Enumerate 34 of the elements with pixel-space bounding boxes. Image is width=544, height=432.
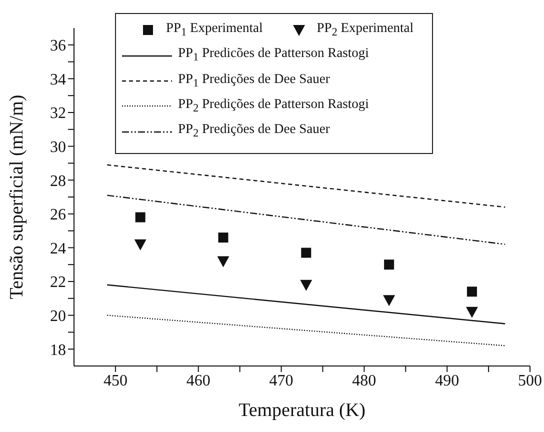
point <box>383 295 396 306</box>
x-tick-label: 490 <box>435 372 460 390</box>
point <box>135 212 146 222</box>
x-tick-label: 460 <box>186 372 210 390</box>
y-tick-label: 22 <box>50 274 66 292</box>
x-tick-label: 480 <box>352 372 376 390</box>
y-axis-title: Tensão superficial (mN/m) <box>6 94 28 300</box>
y-tick-label: 32 <box>50 105 66 122</box>
legend-label: PP$_{1}$ Predições de Dee Sauer <box>178 70 330 92</box>
point <box>301 248 312 258</box>
x-tick-label: 450 <box>103 372 128 390</box>
point <box>384 260 394 270</box>
y-tick-label: 30 <box>50 138 66 156</box>
y-tick-label: 34 <box>50 71 66 88</box>
y-tick-label: 28 <box>50 172 66 190</box>
legend-label: PP$_{2}$ Predições de Patterson Rastogi <box>178 95 369 117</box>
x-tick-label: 470 <box>269 372 294 390</box>
legend-label: PP$_{2}$ Predições de Dee Sauer <box>178 120 330 142</box>
point <box>466 286 477 297</box>
y-tick-label: 18 <box>50 342 66 359</box>
point <box>466 306 478 318</box>
y-tick-label: 36 <box>50 38 66 55</box>
point <box>300 280 312 291</box>
x-tick-label: 500 <box>518 372 542 390</box>
legend-label: PP$_{1}$ Predicões de Patterson Rastogi <box>178 44 369 66</box>
point <box>218 232 228 243</box>
x-axis-title: Temperatura (K) <box>238 400 366 421</box>
point <box>217 256 230 268</box>
legend-label: PP$_{2}$ Experimental <box>316 19 414 41</box>
point <box>134 239 146 250</box>
y-tick-label: 24 <box>50 240 66 258</box>
legend-label: PP$_{1}$ Experimental <box>166 19 263 41</box>
y-tick-label: 20 <box>50 308 66 325</box>
y-tick-label: 26 <box>50 206 66 224</box>
